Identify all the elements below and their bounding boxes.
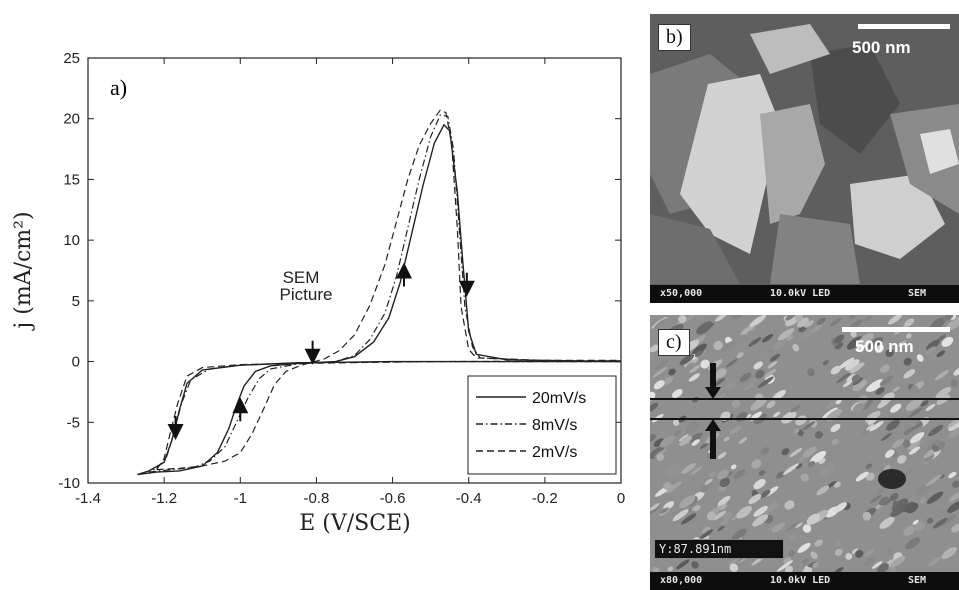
- scale-bar-b: [858, 24, 950, 29]
- series-line-20mVs-forward: [137, 123, 621, 476]
- y-ticks: -10 -5 0 5 10 15 20 25: [58, 50, 621, 492]
- panel-label-a: a): [110, 75, 127, 100]
- x-tick-label: -0.8: [303, 490, 329, 507]
- x-ticks: -1.4 -1.2 -1 -0.8 -0.6 -0.4 -0.2 0: [75, 58, 625, 507]
- y-tick-label: 20: [63, 111, 80, 128]
- sem-image-c: 500 nm c) Y:87.891nm x80,000 10.0kV LED …: [650, 315, 959, 590]
- y-tick-label: 25: [63, 50, 80, 67]
- cv-chart: -10 -5 0 5 10 15 20 25 -1.4 -1.2 -1 -0.8 -0.6 -0.4 -0…: [11, 50, 625, 536]
- sem-annotation-line2: Picture: [280, 285, 333, 304]
- sem-kv-c: 10.0kV LED: [770, 575, 831, 586]
- x-tick-label: -1.2: [151, 490, 177, 507]
- sem-mag-c: x80,000: [660, 575, 703, 586]
- y-tick-label: -10: [58, 475, 80, 492]
- series-line-2mVs-reverse: [156, 360, 622, 470]
- series-line-2mVs-forward: [156, 109, 621, 471]
- y-tick-label: 10: [63, 232, 80, 249]
- y-tick-label: 15: [63, 171, 80, 188]
- sem-info-bar-c: x80,000 10.0kV LED SEM: [650, 572, 959, 590]
- measurement-readout: Y:87.891nm: [654, 539, 784, 559]
- sem-annotation-line1: SEM: [283, 268, 320, 287]
- x-tick-label: -0.4: [456, 490, 482, 507]
- panel-label-c: c): [658, 329, 690, 356]
- legend-box: [467, 375, 617, 475]
- x-tick-label: 0: [617, 490, 625, 507]
- scale-bar-c: [842, 327, 950, 332]
- sem-mode-b: SEM: [908, 288, 927, 299]
- legend-label-2: 2mV/s: [532, 444, 577, 461]
- legend-label-1: 8mV/s: [532, 417, 577, 434]
- y-tick-label: -5: [67, 414, 80, 431]
- series-line-8mVs-forward: [148, 114, 622, 473]
- y-tick-label: 5: [72, 293, 80, 310]
- sem-texture-b: [650, 14, 959, 303]
- x-tick-label: -0.2: [532, 490, 558, 507]
- panel-label-b: b): [658, 24, 691, 51]
- plot-frame: [87, 57, 622, 484]
- sem-image-b: 500 nm b) x50,000 10.0kV LED SEM: [650, 14, 959, 303]
- curves: [137, 109, 622, 476]
- scale-label-b: 500 nm: [852, 38, 911, 57]
- sem-info-bar-b: x50,000 10.0kV LED SEM: [650, 285, 959, 303]
- x-tick-label: -1: [234, 490, 247, 507]
- y-axis-label: j (mA/cm²): [11, 211, 36, 331]
- x-tick-label: -0.6: [380, 490, 406, 507]
- legend: 20mV/s 8mV/s 2mV/s: [467, 375, 617, 475]
- x-axis-label: E (V/SCE): [299, 511, 410, 536]
- y-tick-label: 0: [72, 354, 80, 371]
- scale-label-c: 500 nm: [855, 337, 914, 356]
- sem-mag-b: x50,000: [660, 288, 703, 299]
- sem-mode-c: SEM: [908, 575, 927, 586]
- x-tick-label: -1.4: [75, 490, 101, 507]
- sem-kv-b: 10.0kV LED: [770, 288, 831, 299]
- direction-arrows: [167, 262, 475, 440]
- legend-label-0: 20mV/s: [532, 390, 586, 407]
